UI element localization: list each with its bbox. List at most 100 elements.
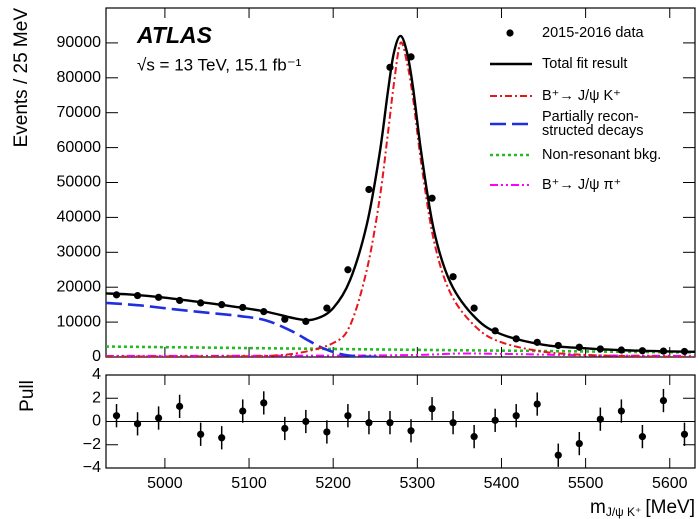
data-point [239,303,247,312]
pull-axis-label: Pull [17,380,38,412]
fit-curve [106,352,695,357]
legend-label: Partially recon-structed decays [542,109,644,139]
pull-point [470,433,478,441]
y-tick-label: 30000 [57,244,102,261]
data-point [533,338,541,346]
y-tick-label: 80000 [57,69,102,86]
pull-point [449,419,457,427]
data-point [344,266,352,274]
pull-point [638,433,647,441]
pull-point [239,407,247,415]
x-tick-label: 5000 [147,475,183,492]
data-point [302,317,310,326]
pull-point [575,439,583,448]
data-point [407,53,415,61]
y-tick-label: 90000 [57,34,102,51]
pull-point [323,428,331,436]
data-point [659,347,668,355]
pull-point [617,407,625,415]
y-tick-label: −2 [83,436,101,453]
pull-point [344,412,352,420]
pull-point [680,430,689,438]
x-tick-label: 5500 [568,475,604,492]
x-label-main: m [590,497,606,518]
data-point [133,291,142,300]
data-point [491,327,499,335]
conditions-label: √s = 13 TeV, 15.1 fb⁻¹ [137,55,302,74]
x-label-unit: [MeV] [645,497,695,518]
fit-curve [106,34,695,353]
pull-point [365,419,373,427]
x-label-sub: J/ψ K⁺ [606,505,642,519]
fit-curve [106,301,384,357]
data-point [680,347,689,356]
pull-point [197,430,205,438]
y-tick-label: 0 [92,348,101,365]
pull-point [281,424,289,433]
y-tick-label: 0 [92,413,101,430]
data-point [428,194,436,202]
x-tick-label: 5400 [484,475,520,492]
pull-point [596,415,604,423]
pull-point [659,396,668,405]
data-point [386,63,394,71]
x-tick-label: 5300 [400,475,436,492]
y-tick-label: 2 [92,389,101,406]
data-point [596,345,604,353]
legend-label-line: Partially recon- [542,109,639,125]
y-tick-label: 20000 [57,278,102,295]
legend-label-line: structed decays [542,123,644,139]
pull-point [302,417,310,426]
pull-point [154,414,163,422]
data-point [512,335,520,343]
x-tick-label: 5600 [652,475,688,492]
data-point [197,299,205,307]
data-point [260,308,268,316]
legend-label: 2015-2016 data [542,25,645,41]
pull-point [386,419,394,427]
pull-point [176,402,184,410]
data-point [365,185,373,194]
pull-point [512,412,520,420]
data-point [218,301,226,309]
pull-point [533,400,541,408]
legend-label: Total fit result [542,56,627,72]
x-tick-label: 5100 [231,475,267,492]
pull-point [554,451,562,459]
y-axis-label: Events / 25 MeV [11,8,32,148]
y-tick-label: 70000 [57,104,102,121]
pull-point [407,427,415,435]
pull-point [428,405,436,413]
x-tick-label: 5200 [315,475,351,492]
legend-label: B⁺→ J/ψ K⁺ [542,88,621,104]
legend-marker [506,29,514,37]
data-point [449,273,457,281]
y-tick-label: 10000 [57,313,102,330]
y-tick-label: 40000 [57,209,102,226]
data-point [154,293,163,301]
x-axis-label: mJ/ψ K⁺ [MeV] [590,497,695,519]
data-point [112,291,121,299]
y-tick-label: 60000 [57,139,102,156]
pull-point [112,412,121,420]
data-point [575,343,583,351]
pull-point [218,434,226,442]
y-tick-label: 4 [92,366,101,383]
experiment-label: ATLAS [136,22,213,48]
data-point [323,304,331,312]
y-tick-label: 50000 [57,174,102,191]
fit-curve [106,41,695,357]
data-point [638,347,647,355]
y-tick-label: −4 [83,459,101,476]
pull-point [260,399,268,407]
data-point [470,304,478,312]
data-point [176,296,184,305]
data-point [617,346,625,354]
pull-point [133,420,142,428]
pull-point [491,416,499,424]
data-point [281,315,289,323]
data-point [554,341,562,350]
legend-label: Non-resonant bkg. [542,147,661,163]
legend-label: B⁺→ J/ψ π⁺ [542,177,621,193]
